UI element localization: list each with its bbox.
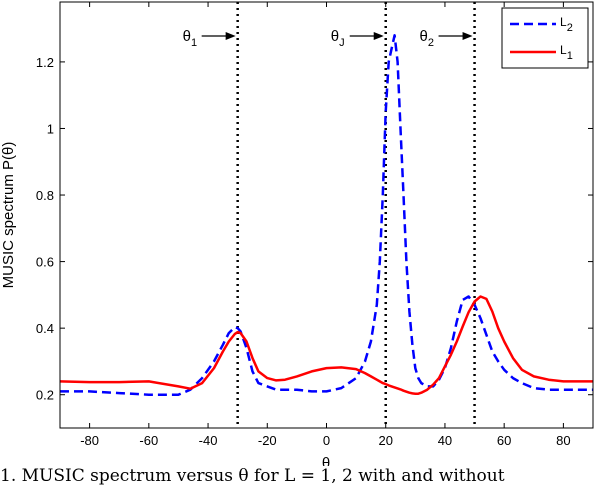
x-tick-label: 60 [497,433,511,448]
reference-arrowhead-2 [462,32,473,40]
plot-area [60,2,593,428]
x-tick-label: 0 [323,433,330,448]
series-line-L1 [59,295,593,395]
y-tick-label: 1 [47,121,54,136]
x-tick-label: -20 [258,433,277,448]
reference-lines [236,2,476,428]
x-axis-ticks: -80 -60 -40 -20 0 20 40 60 80 [80,2,571,448]
legend-box [501,7,589,69]
reference-labels: θ1 θJ θ2 [183,28,473,49]
x-tick-label: 40 [438,433,452,448]
y-tick-label: 1.2 [36,55,54,70]
x-axis-label: θ [322,455,330,466]
y-tick-label: 0.6 [36,255,54,270]
x-tick-label: -40 [199,433,218,448]
legend-label-L1: L1 [560,43,573,62]
series-line-L2 [60,34,593,396]
figure-caption: 1. MUSIC spectrum versus θ for L = 1, 2 … [0,466,505,486]
y-tick-label: 0.8 [36,188,54,203]
series-lines [59,34,593,396]
y-tick-label: 0.2 [36,388,54,403]
reference-label-2: θ2 [420,28,434,49]
reference-arrowhead-J [373,32,384,40]
legend-label-L2: L2 [560,15,573,34]
y-axis-label: MUSIC spectrum P(θ) [0,142,17,289]
reference-label-J: θJ [331,28,345,49]
x-tick-label: -60 [139,433,158,448]
x-tick-label: 20 [378,433,392,448]
reference-label-1: θ1 [183,28,197,49]
x-tick-label: 80 [556,433,570,448]
y-tick-label: 0.4 [36,321,54,336]
y-axis-ticks: 0.2 0.4 0.6 0.8 1 1.2 [36,55,593,403]
x-tick-label: -80 [80,433,99,448]
reference-arrowhead-1 [225,32,236,40]
music-spectrum-chart: -80 -60 -40 -20 0 20 40 60 80 0.2 0.4 0.6 0.8 1 1.2 θ… [0,1,594,466]
